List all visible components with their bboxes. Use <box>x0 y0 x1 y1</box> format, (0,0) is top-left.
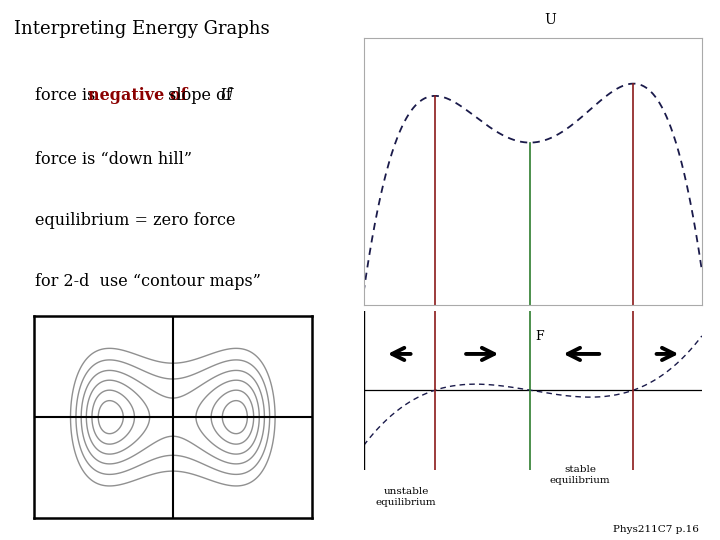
Text: U: U <box>544 14 556 28</box>
Text: F: F <box>535 329 544 342</box>
Text: force is “down hill”: force is “down hill” <box>35 151 192 168</box>
Text: slope of: slope of <box>163 86 237 104</box>
Text: Interpreting Energy Graphs: Interpreting Energy Graphs <box>14 19 270 38</box>
Text: equilibrium = zero force: equilibrium = zero force <box>35 212 235 229</box>
Text: unstable
equilibrium: unstable equilibrium <box>376 487 436 507</box>
Text: Phys211C7 p.16: Phys211C7 p.16 <box>613 525 698 534</box>
Text: stable
equilibrium: stable equilibrium <box>550 465 611 485</box>
Text: force is: force is <box>35 86 100 104</box>
Text: negative of: negative of <box>89 86 188 104</box>
Text: for 2-d  use “contour maps”: for 2-d use “contour maps” <box>35 273 261 290</box>
Text: U: U <box>220 86 233 104</box>
